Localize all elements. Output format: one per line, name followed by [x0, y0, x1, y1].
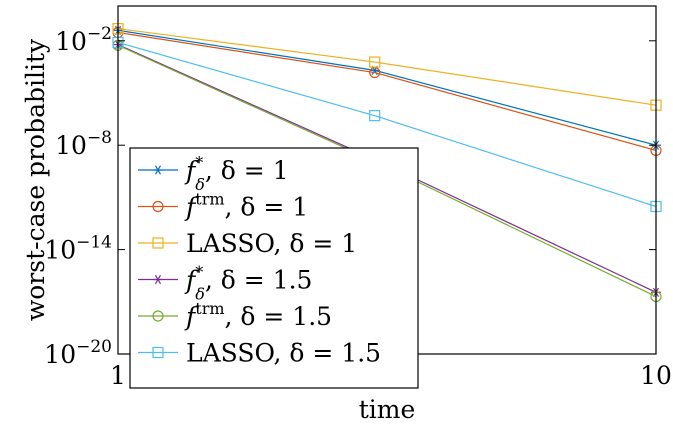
series-line-2 — [117, 31, 657, 152]
series-2 — [112, 26, 662, 157]
legend-marker-3 — [152, 237, 164, 249]
legend-item-2: ftrm, δ = 1 — [138, 190, 308, 222]
legend-label-2: ftrm, δ = 1 — [184, 190, 308, 222]
x-tick-label-1: 1 — [110, 361, 126, 390]
legend-label-3: LASSO, δ = 1 — [186, 229, 357, 258]
data-point-3-2 — [369, 56, 381, 68]
x-tick-label-2: 10 — [640, 361, 672, 390]
legend-item-6: LASSO, δ = 1.5 — [138, 339, 381, 368]
y-tick-label-4: 10−20 — [44, 337, 112, 369]
ticks-layer: 10−2 10−8 10−14 10−201 10 — [44, 6, 672, 390]
y-tick-label-3: 10−14 — [44, 233, 112, 265]
y-tick-label-1: 10−2 — [55, 24, 112, 56]
legend-item-1: f* δ, δ = 1 — [138, 153, 289, 194]
legend-label-5: ftrm, δ = 1.5 — [184, 299, 332, 331]
legend-marker-2 — [152, 200, 164, 213]
legend-marker-1 — [153, 165, 163, 175]
legend-item-4: f* δ, δ = 1.5 — [138, 263, 312, 304]
data-point-6-2 — [369, 110, 381, 122]
series-line-6 — [117, 41, 657, 208]
legend-item-3: LASSO, δ = 1 — [138, 229, 357, 258]
legend-item-5: ftrm, δ = 1.5 — [138, 299, 332, 331]
series-line-3 — [117, 28, 657, 106]
y-axis-label: worst-case probability — [21, 38, 50, 321]
legend-marker-6 — [152, 346, 164, 359]
legend-label-4: f* δ, δ = 1.5 — [184, 263, 312, 304]
series-3 — [112, 23, 662, 111]
legend-marker-4 — [153, 274, 163, 285]
legend-label-6: LASSO, δ = 1.5 — [186, 339, 381, 368]
legend-marker-5 — [152, 310, 164, 322]
legend-label-1: f* δ, δ = 1 — [184, 153, 289, 194]
y-tick-label-2: 10−8 — [55, 128, 112, 160]
x-axis-label: time — [359, 395, 416, 424]
legend-box — [129, 147, 419, 389]
